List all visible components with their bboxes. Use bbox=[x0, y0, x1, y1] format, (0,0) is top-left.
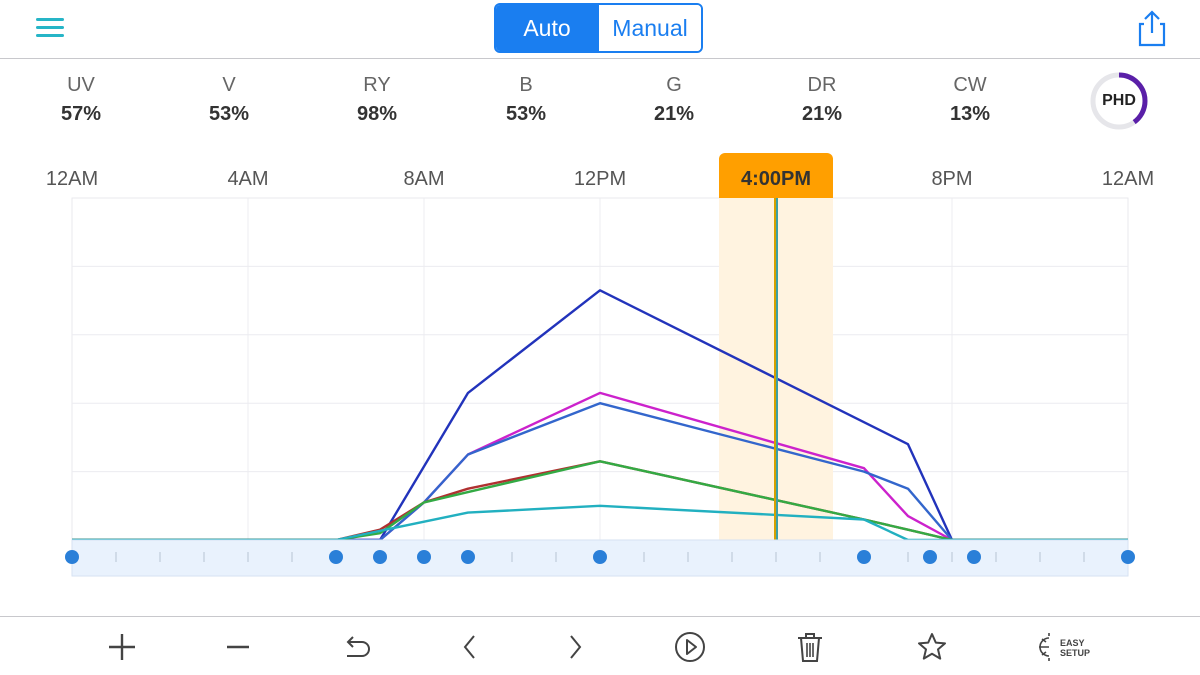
channel-name: B bbox=[519, 74, 533, 96]
add-point-button[interactable] bbox=[100, 625, 144, 669]
share-icon bbox=[1138, 10, 1166, 47]
mode-auto-button[interactable]: Auto bbox=[496, 5, 598, 51]
channel-value: 98% bbox=[356, 103, 398, 125]
channel-value: 21% bbox=[801, 103, 843, 125]
schedule-chart-svg: 4:00PM 12AM 4AM 8AM 12PM 8PM 12AM bbox=[46, 153, 1154, 577]
menu-button[interactable] bbox=[34, 12, 66, 44]
current-time-badge-base bbox=[719, 180, 833, 198]
keyframe-point[interactable] bbox=[461, 550, 475, 564]
phd-label: PHD bbox=[1102, 92, 1136, 109]
keyframe-point[interactable] bbox=[857, 550, 871, 564]
keyframe-point[interactable] bbox=[593, 550, 607, 564]
channel-cw[interactable]: CW 13% bbox=[910, 70, 1030, 128]
add-icon bbox=[109, 634, 135, 660]
tick-label: 12AM bbox=[46, 168, 98, 190]
tick-label: 12PM bbox=[574, 168, 626, 190]
channel-value: 53% bbox=[505, 103, 547, 125]
tick-label: 8AM bbox=[403, 168, 444, 190]
channel-b[interactable]: B 53% bbox=[466, 70, 586, 128]
undo-icon bbox=[346, 636, 370, 657]
channel-name: RY bbox=[363, 74, 391, 96]
channel-ry[interactable]: RY 98% bbox=[317, 70, 437, 128]
channel-v[interactable]: V 53% bbox=[169, 70, 289, 128]
play-button[interactable] bbox=[668, 625, 712, 669]
current-time-label: 4:00PM bbox=[741, 168, 811, 190]
play-icon bbox=[675, 632, 705, 662]
keyframe-point[interactable] bbox=[417, 550, 431, 564]
previous-point-button[interactable] bbox=[448, 625, 492, 669]
phd-indicator[interactable]: PHD bbox=[1088, 70, 1150, 132]
channel-dr[interactable]: DR 21% bbox=[762, 70, 882, 128]
easy-setup-icon: EASY SETUP bbox=[1039, 633, 1090, 661]
channel-name: UV bbox=[67, 74, 95, 96]
channel-readouts: UV 57% V 53% RY 98% B 53% G 21% DR 21% C… bbox=[0, 70, 1200, 140]
mode-manual-button[interactable]: Manual bbox=[598, 5, 701, 51]
channel-value: 53% bbox=[208, 103, 250, 125]
bottom-toolbar: EASY SETUP bbox=[0, 616, 1200, 675]
chevron-right-icon bbox=[570, 635, 582, 659]
channel-value: 13% bbox=[949, 103, 991, 125]
undo-button[interactable] bbox=[334, 625, 378, 669]
remove-point-button[interactable] bbox=[216, 625, 260, 669]
channel-name: G bbox=[666, 74, 682, 96]
tick-label: 12AM bbox=[1102, 168, 1154, 190]
trash-icon bbox=[798, 633, 822, 662]
chevron-left-icon bbox=[463, 635, 475, 659]
share-button[interactable] bbox=[1134, 8, 1170, 48]
remove-icon bbox=[227, 645, 249, 649]
channel-name: V bbox=[222, 74, 236, 96]
channel-value: 57% bbox=[60, 103, 102, 125]
keyframe-point[interactable] bbox=[967, 550, 981, 564]
keyframe-point[interactable] bbox=[1121, 550, 1135, 564]
channel-name: CW bbox=[953, 74, 987, 96]
channel-g[interactable]: G 21% bbox=[614, 70, 734, 128]
favorite-button[interactable] bbox=[910, 625, 954, 669]
keyframe-point[interactable] bbox=[373, 550, 387, 564]
keyframe-point[interactable] bbox=[923, 550, 937, 564]
next-point-button[interactable] bbox=[553, 625, 597, 669]
channel-value: 21% bbox=[653, 103, 695, 125]
easy-setup-button[interactable]: EASY SETUP bbox=[1036, 625, 1100, 669]
easy-setup-line2: SETUP bbox=[1060, 648, 1090, 658]
star-icon bbox=[918, 633, 946, 660]
schedule-chart[interactable]: 4:00PM 12AM 4AM 8AM 12PM 8PM 12AM bbox=[0, 150, 1200, 590]
hamburger-menu-icon bbox=[36, 18, 64, 37]
keyframe-point[interactable] bbox=[329, 550, 343, 564]
tick-label: 8PM bbox=[931, 168, 972, 190]
phd-ring bbox=[1090, 72, 1148, 130]
keyframe-point[interactable] bbox=[65, 550, 79, 564]
easy-setup-line1: EASY bbox=[1060, 638, 1085, 648]
top-bar: Auto Manual bbox=[0, 0, 1200, 59]
channel-name: DR bbox=[807, 74, 837, 96]
tick-label: 4AM bbox=[227, 168, 268, 190]
channel-uv[interactable]: UV 57% bbox=[21, 70, 141, 128]
mode-segmented-control: Auto Manual bbox=[494, 3, 703, 53]
delete-button[interactable] bbox=[788, 625, 832, 669]
